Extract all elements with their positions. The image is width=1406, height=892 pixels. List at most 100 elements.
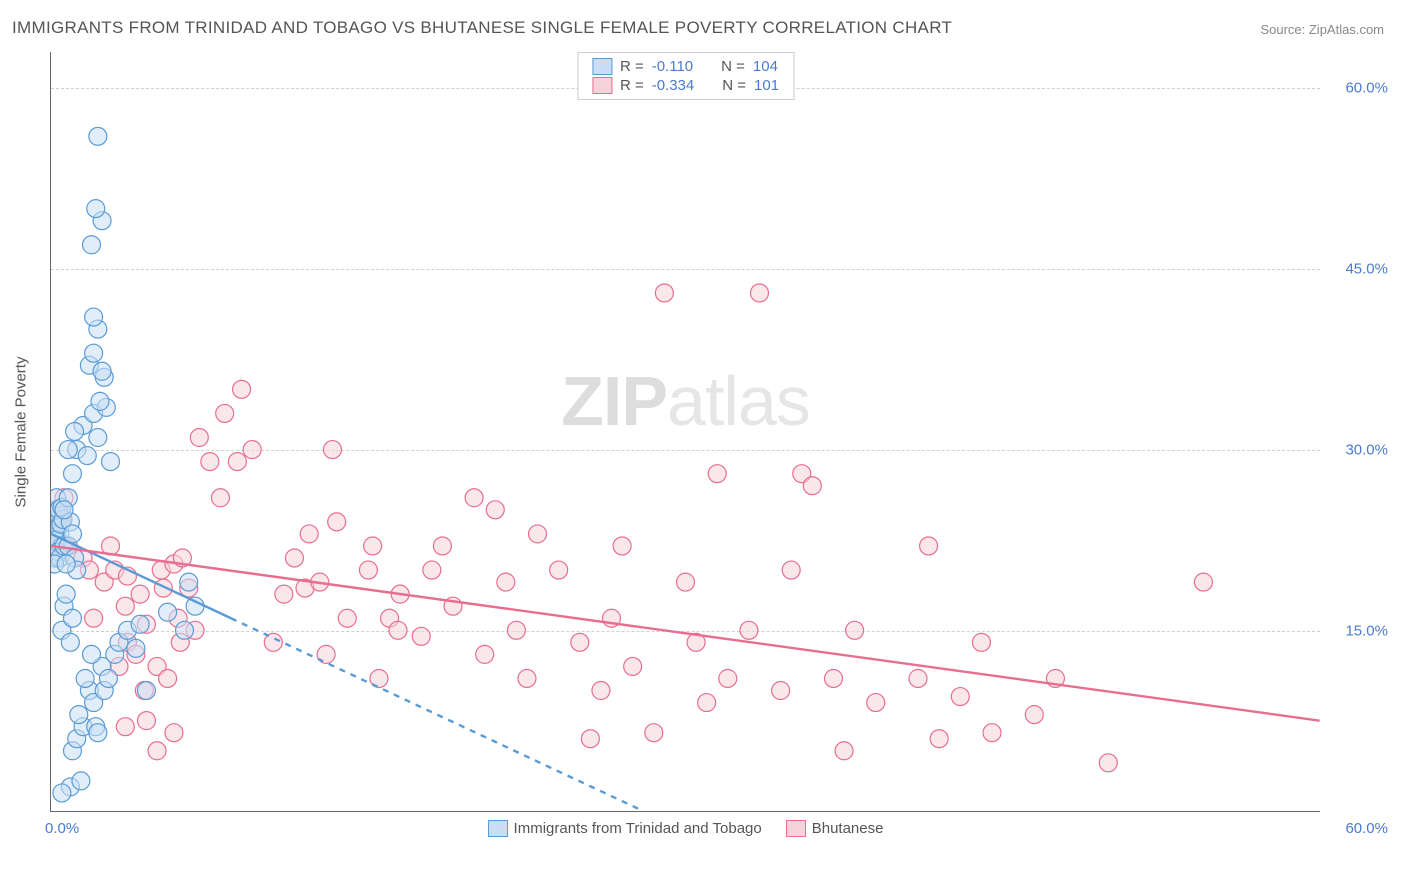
data-point (920, 537, 938, 555)
data-point (951, 688, 969, 706)
data-point (1025, 706, 1043, 724)
chart-title: IMMIGRANTS FROM TRINIDAD AND TOBAGO VS B… (12, 18, 952, 38)
data-point (89, 429, 107, 447)
correlation-legend: R = -0.110 N = 104 R = -0.334 N = 101 (577, 52, 794, 100)
data-point (190, 429, 208, 447)
data-point (63, 465, 81, 483)
legend-bottom-swatch-0 (488, 820, 508, 837)
data-point (61, 633, 79, 651)
data-point (624, 657, 642, 675)
data-point (116, 597, 134, 615)
data-point (645, 724, 663, 742)
y-axis-tick: 30.0% (1328, 442, 1388, 459)
data-point (131, 585, 149, 603)
data-point (93, 362, 111, 380)
y-axis-tick: 45.0% (1328, 261, 1388, 278)
y-axis-tick: 15.0% (1328, 623, 1388, 640)
data-point (180, 573, 198, 591)
data-point (581, 730, 599, 748)
data-point (102, 453, 120, 471)
data-point (909, 669, 927, 687)
data-point (83, 236, 101, 254)
data-point (59, 441, 77, 459)
legend-item-1: Bhutanese (786, 820, 884, 837)
data-point (698, 694, 716, 712)
data-point (137, 682, 155, 700)
data-point (53, 784, 71, 802)
data-point (99, 669, 117, 687)
data-point (750, 284, 768, 302)
data-point (87, 200, 105, 218)
data-point (983, 724, 1001, 742)
data-point (159, 603, 177, 621)
data-point (159, 669, 177, 687)
data-point (89, 127, 107, 145)
data-point (131, 615, 149, 633)
data-point (592, 682, 610, 700)
x-axis-tick-min: 0.0% (45, 820, 79, 837)
legend-row-series-1: R = -0.334 N = 101 (592, 76, 779, 95)
data-point (216, 404, 234, 422)
data-point (66, 423, 84, 441)
data-point (655, 284, 673, 302)
data-point (486, 501, 504, 519)
data-point (359, 561, 377, 579)
data-point (70, 706, 88, 724)
data-point (186, 597, 204, 615)
data-point (85, 344, 103, 362)
data-point (1194, 573, 1212, 591)
data-point (78, 447, 96, 465)
data-point (228, 453, 246, 471)
legend-swatch-0 (592, 58, 612, 75)
data-point (824, 669, 842, 687)
data-point (708, 465, 726, 483)
data-point (211, 489, 229, 507)
data-point (285, 549, 303, 567)
legend-item-0: Immigrants from Trinidad and Tobago (488, 820, 762, 837)
data-point (571, 633, 589, 651)
data-point (55, 501, 73, 519)
data-point (76, 669, 94, 687)
source-attribution: Source: ZipAtlas.com (1260, 22, 1384, 37)
data-point (275, 585, 293, 603)
data-point (85, 308, 103, 326)
data-point (201, 453, 219, 471)
data-point (772, 682, 790, 700)
data-point (63, 609, 81, 627)
data-point (930, 730, 948, 748)
x-axis-tick-max: 60.0% (1345, 820, 1388, 837)
legend-swatch-1 (592, 77, 612, 94)
data-point (529, 525, 547, 543)
data-point (57, 555, 75, 573)
data-point (116, 718, 134, 736)
data-point (83, 645, 101, 663)
data-point (867, 694, 885, 712)
data-point (72, 772, 90, 790)
data-point (497, 573, 515, 591)
legend-row-series-0: R = -0.110 N = 104 (592, 57, 779, 76)
data-point (85, 609, 103, 627)
scatter-svg (51, 52, 1320, 811)
data-point (1099, 754, 1117, 772)
data-point (148, 742, 166, 760)
data-point (423, 561, 441, 579)
data-point (476, 645, 494, 663)
data-point (233, 380, 251, 398)
data-point (89, 724, 107, 742)
data-point (719, 669, 737, 687)
data-point (323, 441, 341, 459)
data-point (677, 573, 695, 591)
data-point (127, 639, 145, 657)
data-point (550, 561, 568, 579)
data-point (389, 621, 407, 639)
trend-line (51, 546, 1319, 721)
data-point (507, 621, 525, 639)
data-point (137, 712, 155, 730)
data-point (782, 561, 800, 579)
data-point (835, 742, 853, 760)
data-point (338, 609, 356, 627)
series-legend: Immigrants from Trinidad and Tobago Bhut… (488, 820, 884, 837)
data-point (846, 621, 864, 639)
data-point (465, 489, 483, 507)
data-point (803, 477, 821, 495)
